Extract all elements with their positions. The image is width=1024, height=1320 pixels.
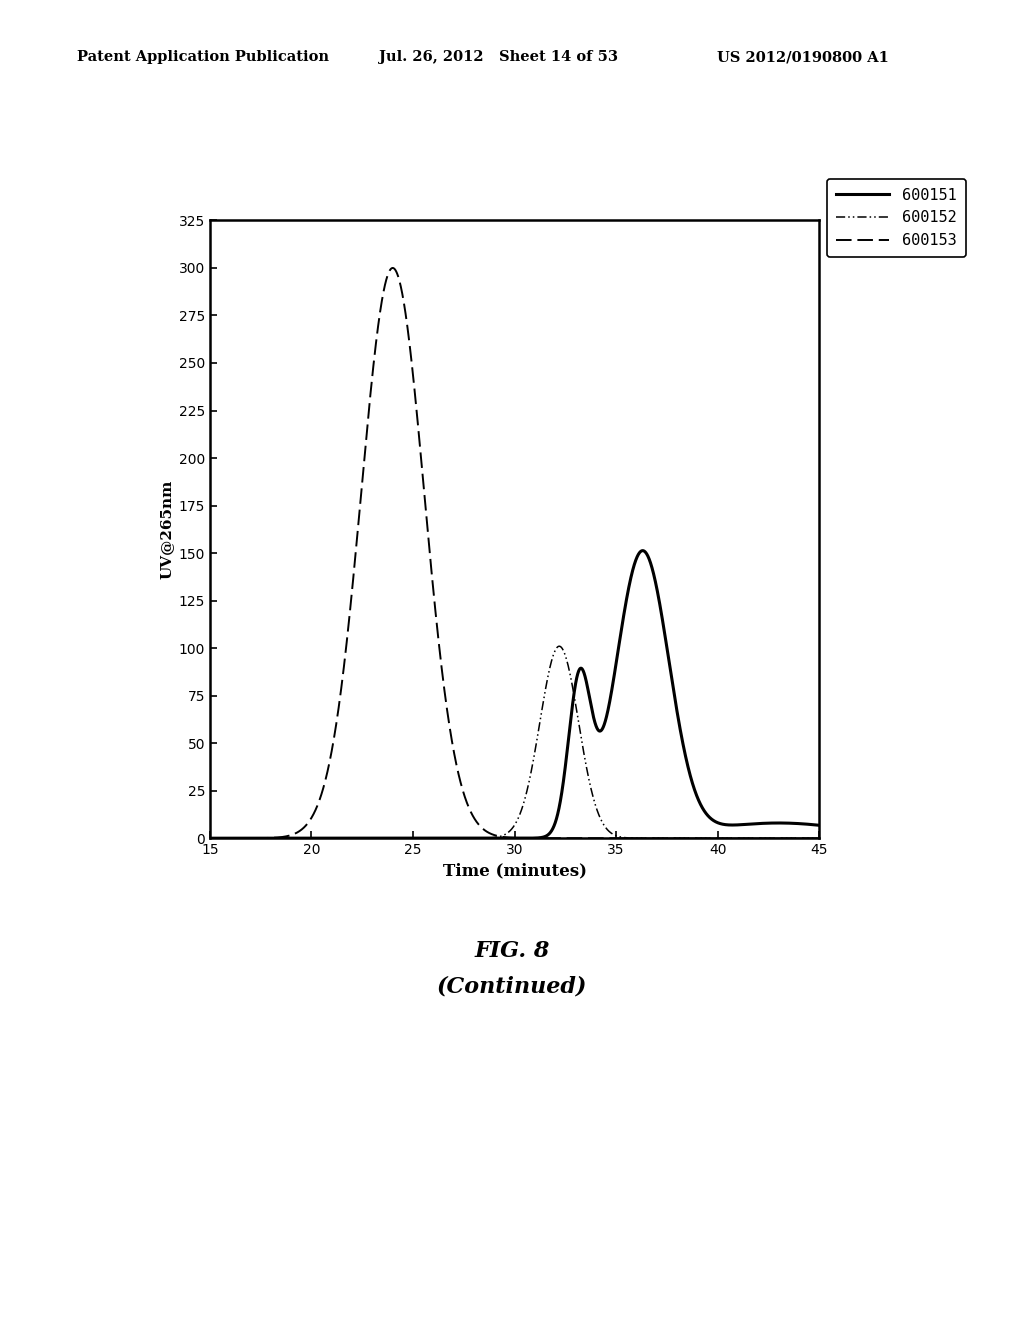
600152 xyxy=(658,830,671,846)
600153 xyxy=(600,830,612,846)
600153 xyxy=(204,830,216,846)
Text: US 2012/0190800 A1: US 2012/0190800 A1 xyxy=(717,50,889,65)
Y-axis label: UV@265nm: UV@265nm xyxy=(159,479,173,579)
600153 xyxy=(314,789,327,805)
Line: 600153: 600153 xyxy=(210,268,819,838)
600151 xyxy=(637,543,649,558)
Line: 600151: 600151 xyxy=(210,550,819,838)
600152 xyxy=(204,830,216,846)
Legend: 600151, 600152, 600153: 600151, 600152, 600153 xyxy=(826,178,966,257)
600152 xyxy=(813,830,825,846)
600151 xyxy=(436,830,449,846)
Text: Patent Application Publication: Patent Application Publication xyxy=(77,50,329,65)
600152 xyxy=(436,830,449,846)
600152 xyxy=(705,830,717,846)
600151 xyxy=(600,710,612,726)
600153 xyxy=(387,260,399,276)
600151 xyxy=(569,677,582,693)
600151 xyxy=(705,810,717,826)
600152 xyxy=(600,821,612,837)
600153 xyxy=(813,830,825,846)
600153 xyxy=(436,669,449,685)
600151 xyxy=(314,830,327,846)
X-axis label: Time (minutes): Time (minutes) xyxy=(442,862,587,879)
600152 xyxy=(314,830,327,846)
600153 xyxy=(658,830,671,846)
600151 xyxy=(813,817,825,833)
600151 xyxy=(204,830,216,846)
600152 xyxy=(553,639,565,655)
Text: Jul. 26, 2012   Sheet 14 of 53: Jul. 26, 2012 Sheet 14 of 53 xyxy=(379,50,617,65)
Line: 600152: 600152 xyxy=(210,647,819,838)
600151 xyxy=(658,626,671,642)
Text: FIG. 8: FIG. 8 xyxy=(474,940,550,962)
600153 xyxy=(569,830,582,846)
600152 xyxy=(569,696,582,711)
600153 xyxy=(705,830,717,846)
Text: (Continued): (Continued) xyxy=(437,975,587,998)
